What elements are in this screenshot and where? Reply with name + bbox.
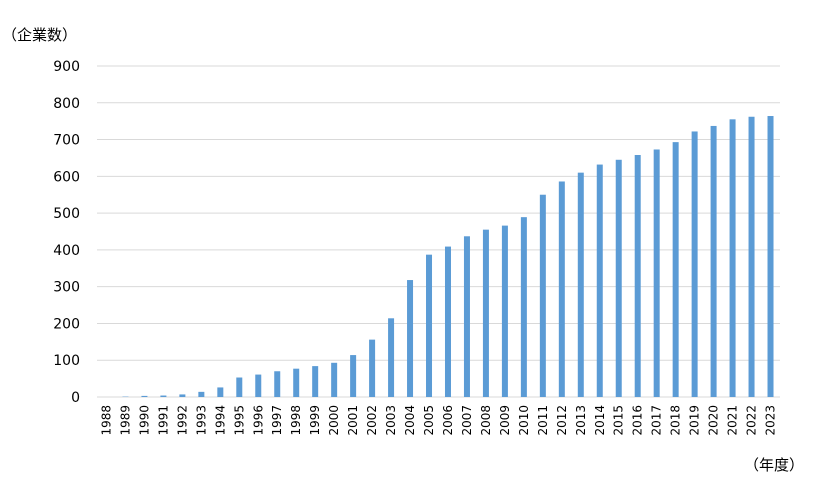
x-tick-label: 1995 [232, 405, 246, 436]
bar-2010 [520, 217, 527, 397]
x-tick-label: 2012 [555, 405, 569, 436]
y-tick-label: 0 [71, 390, 80, 406]
bar-2006 [444, 246, 451, 397]
bar-2012 [558, 181, 565, 397]
x-tick-label: 1991 [156, 405, 170, 436]
x-tick-label: 1997 [270, 405, 284, 436]
x-tick-label: 1988 [99, 405, 113, 436]
x-axis-title: （年度） [744, 456, 804, 474]
x-tick-label: 2017 [650, 405, 664, 436]
bar-1995 [236, 377, 243, 397]
bar-1991 [160, 395, 167, 397]
gridlines [97, 65, 780, 398]
x-tick-label: 1993 [194, 405, 208, 436]
y-tick-label: 500 [53, 206, 80, 222]
y-axis-ticks: 0 100 200 300 400 500 600 700 800 900 [53, 59, 80, 406]
y-tick-label: 300 [53, 280, 80, 296]
bar-2013 [577, 172, 584, 397]
bar-1994 [217, 387, 224, 397]
bar-2004 [407, 280, 414, 397]
y-tick-label: 700 [53, 133, 80, 149]
x-tick-label: 2020 [707, 405, 721, 436]
x-tick-label: 2004 [403, 405, 417, 436]
bar-1990 [141, 395, 148, 397]
y-tick-label: 900 [53, 59, 80, 75]
x-tick-label: 2019 [688, 405, 702, 436]
bar-2009 [501, 225, 508, 397]
y-tick-label: 400 [53, 243, 80, 259]
bar-2018 [672, 142, 679, 397]
x-tick-label: 1999 [308, 405, 322, 436]
x-tick-label: 2021 [726, 405, 740, 436]
x-tick-label: 2013 [574, 405, 588, 436]
bar-2016 [634, 155, 641, 397]
x-tick-label: 2016 [631, 405, 645, 436]
x-tick-label: 2009 [498, 405, 512, 436]
bar-2002 [369, 339, 376, 397]
bar-2014 [596, 164, 603, 397]
y-tick-label: 100 [53, 353, 80, 369]
bar-2020 [710, 125, 717, 397]
x-tick-label: 2003 [384, 405, 398, 436]
bar-2008 [482, 229, 489, 397]
y-tick-label: 200 [53, 316, 80, 332]
x-tick-label: 1992 [175, 405, 189, 436]
bar-2021 [729, 119, 736, 398]
bar-2005 [426, 254, 433, 397]
x-tick-label: 2023 [764, 405, 778, 436]
y-axis-title: （企業数） [2, 26, 77, 44]
bar-2023 [767, 116, 774, 398]
x-tick-label: 2001 [346, 405, 360, 436]
x-tick-label: 2015 [612, 405, 626, 436]
x-tick-label: 2005 [422, 405, 436, 436]
x-tick-label: 2002 [365, 405, 379, 436]
bar-2011 [539, 194, 546, 397]
x-tick-label: 2022 [745, 405, 759, 436]
x-tick-label: 2000 [327, 405, 341, 436]
bar-1997 [274, 371, 281, 397]
x-tick-label: 2018 [669, 405, 683, 436]
bar-2007 [463, 236, 470, 397]
x-tick-label: 2014 [593, 405, 607, 436]
bar-1998 [293, 368, 300, 397]
bar-2022 [748, 116, 755, 398]
bar-2001 [350, 355, 357, 397]
bar-1996 [255, 374, 262, 397]
x-tick-label: 2007 [460, 405, 474, 436]
x-tick-label: 2006 [441, 405, 455, 436]
bar-series [122, 116, 774, 398]
bar-2000 [331, 362, 338, 397]
x-tick-label: 1990 [137, 405, 151, 436]
y-tick-label: 800 [53, 96, 80, 112]
x-tick-label: 2010 [517, 405, 531, 436]
x-axis-ticks: 1988 1989 1990 1991 1992 1993 1994 1995 1996 1997… [99, 405, 777, 436]
x-tick-label: 1996 [251, 405, 265, 436]
bar-1999 [312, 366, 319, 397]
bar-2019 [691, 131, 698, 397]
bar-1993 [198, 391, 205, 397]
x-tick-label: 2011 [536, 405, 550, 436]
bar-2015 [615, 159, 622, 397]
x-tick-label: 2008 [479, 405, 493, 436]
bar-2003 [388, 318, 395, 397]
bar-1992 [179, 394, 186, 397]
x-tick-label: 1989 [118, 405, 132, 436]
x-tick-label: 1998 [289, 405, 303, 436]
bar-2017 [653, 149, 660, 397]
y-tick-label: 600 [53, 169, 80, 185]
x-tick-label: 1994 [213, 405, 227, 436]
